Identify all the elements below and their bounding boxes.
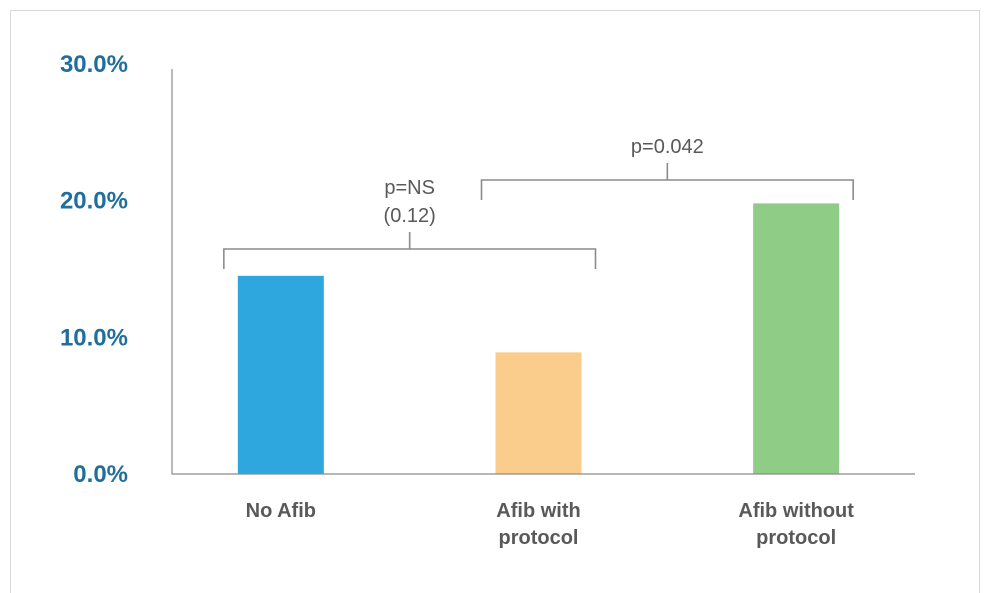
- x-tick-label: protocol: [756, 527, 836, 549]
- chart-frame: [10, 10, 980, 593]
- significance-bracket: [223, 232, 597, 269]
- significance-bracket: [480, 163, 854, 200]
- bar: [237, 275, 324, 474]
- y-axis-ticks: 0.0% 10.0% 20.0% 30.0%: [60, 51, 128, 488]
- x-tick-label: protocol: [499, 527, 579, 549]
- p-value-label: p=NS: [384, 177, 435, 199]
- y-tick-label: 10.0%: [60, 324, 128, 351]
- x-tick-label: Afib with: [496, 500, 580, 522]
- y-tick-label: 0.0%: [73, 461, 128, 488]
- y-tick-label: 20.0%: [60, 188, 128, 215]
- x-axis-ticks: No Afib Afib with protocol Afib without prot…: [246, 500, 855, 549]
- bar: [495, 352, 582, 474]
- y-tick-label: 30.0%: [60, 51, 128, 78]
- x-tick-label: Afib without: [738, 500, 854, 522]
- bar: [753, 203, 840, 474]
- bars: [237, 203, 840, 474]
- p-value-label: (0.12): [384, 205, 436, 227]
- x-tick-label: No Afib: [246, 500, 316, 522]
- significance-brackets: p=NS (0.12) p=0.042: [223, 136, 854, 269]
- p-value-label: p=0.042: [631, 136, 704, 158]
- axes: [171, 69, 915, 475]
